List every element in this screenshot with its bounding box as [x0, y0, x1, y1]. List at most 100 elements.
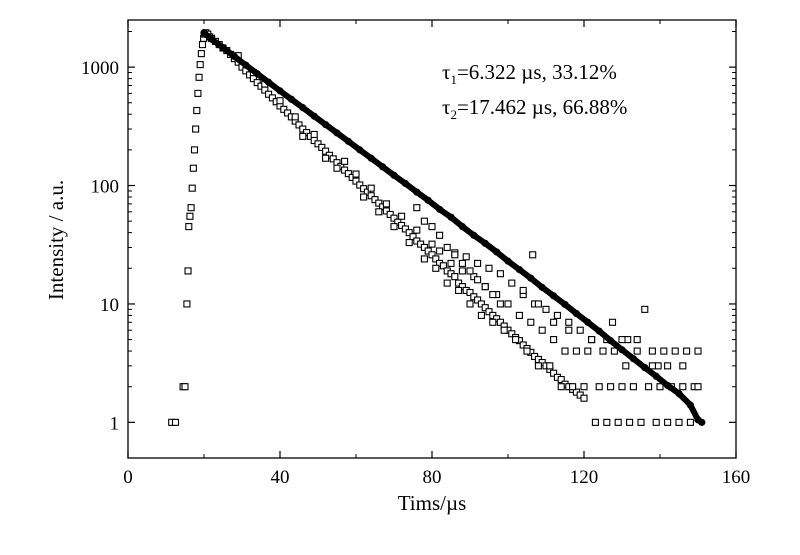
measured-point — [413, 226, 421, 234]
measured-point — [190, 146, 199, 154]
fit-point — [686, 401, 695, 409]
measured-point — [637, 418, 645, 426]
fit-point — [641, 364, 649, 372]
measured-point — [474, 259, 482, 267]
measured-point — [185, 223, 193, 231]
measured-point — [447, 259, 455, 267]
fit-point — [242, 61, 250, 69]
fit-point — [607, 337, 615, 345]
measured-point — [268, 94, 276, 102]
y-tick-label: 10 — [100, 295, 119, 316]
measured-point — [550, 336, 558, 344]
measured-point — [550, 369, 558, 377]
measured-point — [420, 217, 428, 225]
measured-point — [198, 41, 207, 49]
fit-point — [219, 44, 227, 52]
measured-series — [168, 29, 702, 426]
measured-point — [588, 336, 596, 344]
fit-point — [424, 196, 432, 204]
x-tick-label: 40 — [271, 467, 290, 488]
measured-point — [477, 311, 485, 319]
measured-point — [629, 383, 637, 391]
measured-point — [515, 311, 523, 319]
tau-value: =17.462 µs, 66.88% — [457, 95, 627, 119]
fit-point — [652, 372, 660, 380]
measured-point — [310, 130, 318, 139]
measured-point — [424, 247, 432, 255]
measured-point — [192, 125, 200, 133]
measured-point — [538, 326, 546, 334]
measured-point — [443, 243, 451, 251]
tau-symbol: τ — [442, 95, 450, 119]
measured-point — [291, 113, 299, 121]
tau-symbol: τ — [442, 60, 450, 84]
measured-point — [367, 192, 375, 200]
measured-point — [656, 383, 664, 391]
fit-point — [698, 418, 706, 426]
axis-ticks — [127, 20, 737, 458]
measured-point — [462, 253, 470, 261]
measured-point — [195, 73, 203, 81]
measured-point — [534, 362, 542, 370]
measured-point — [295, 121, 303, 129]
measured-point — [519, 286, 527, 295]
fit-point — [413, 188, 421, 196]
measured-point — [523, 347, 531, 355]
measured-point — [534, 300, 542, 308]
x-tick-label: 160 — [722, 467, 751, 488]
fit-point — [584, 318, 592, 326]
measured-point — [603, 418, 611, 426]
measured-point — [474, 296, 482, 304]
fit-point — [436, 205, 444, 213]
measured-point — [608, 318, 617, 326]
measured-point — [504, 300, 512, 308]
tau-annotation-1: τ1=6.322 µs, 33.12% — [442, 60, 617, 87]
measured-point — [481, 304, 489, 312]
measured-point — [187, 204, 195, 212]
fit-point — [675, 389, 683, 398]
measured-point — [500, 326, 508, 334]
tau-value: =6.322 µs, 33.12% — [457, 60, 617, 84]
measured-point — [171, 418, 180, 426]
measured-point — [508, 330, 516, 338]
plot-frame — [127, 19, 737, 459]
measured-point — [375, 199, 383, 207]
measured-point — [496, 318, 504, 326]
measured-point — [694, 383, 702, 391]
measured-point — [390, 214, 398, 222]
measured-point — [481, 283, 489, 291]
fit-point — [367, 154, 375, 162]
measured-point — [409, 233, 417, 241]
measured-point — [184, 267, 192, 275]
fit-point — [447, 213, 455, 221]
measured-point — [322, 147, 330, 155]
measured-point — [193, 106, 201, 115]
measured-point — [196, 61, 204, 69]
measured-point — [466, 300, 474, 308]
measured-point — [595, 383, 603, 391]
measured-point — [197, 50, 205, 58]
measured-point — [645, 383, 653, 391]
measured-point — [455, 286, 463, 295]
measured-point — [599, 347, 607, 355]
measured-point — [683, 347, 691, 355]
measured-point — [546, 362, 554, 370]
fit-point — [629, 355, 638, 363]
measured-point — [652, 418, 660, 426]
measured-point — [561, 347, 569, 355]
measured-point — [671, 347, 679, 355]
measured-point — [439, 262, 447, 270]
fit-point — [595, 327, 603, 335]
measured-point — [477, 300, 485, 308]
measured-point — [451, 273, 459, 281]
measured-point — [341, 157, 349, 165]
measured-point — [660, 347, 668, 355]
measured-point — [496, 300, 504, 308]
measured-point — [633, 336, 641, 344]
fit-point — [664, 381, 672, 390]
fit-series — [200, 29, 706, 426]
measured-point — [489, 318, 497, 326]
measured-point — [489, 291, 497, 299]
fit-point — [550, 292, 558, 300]
